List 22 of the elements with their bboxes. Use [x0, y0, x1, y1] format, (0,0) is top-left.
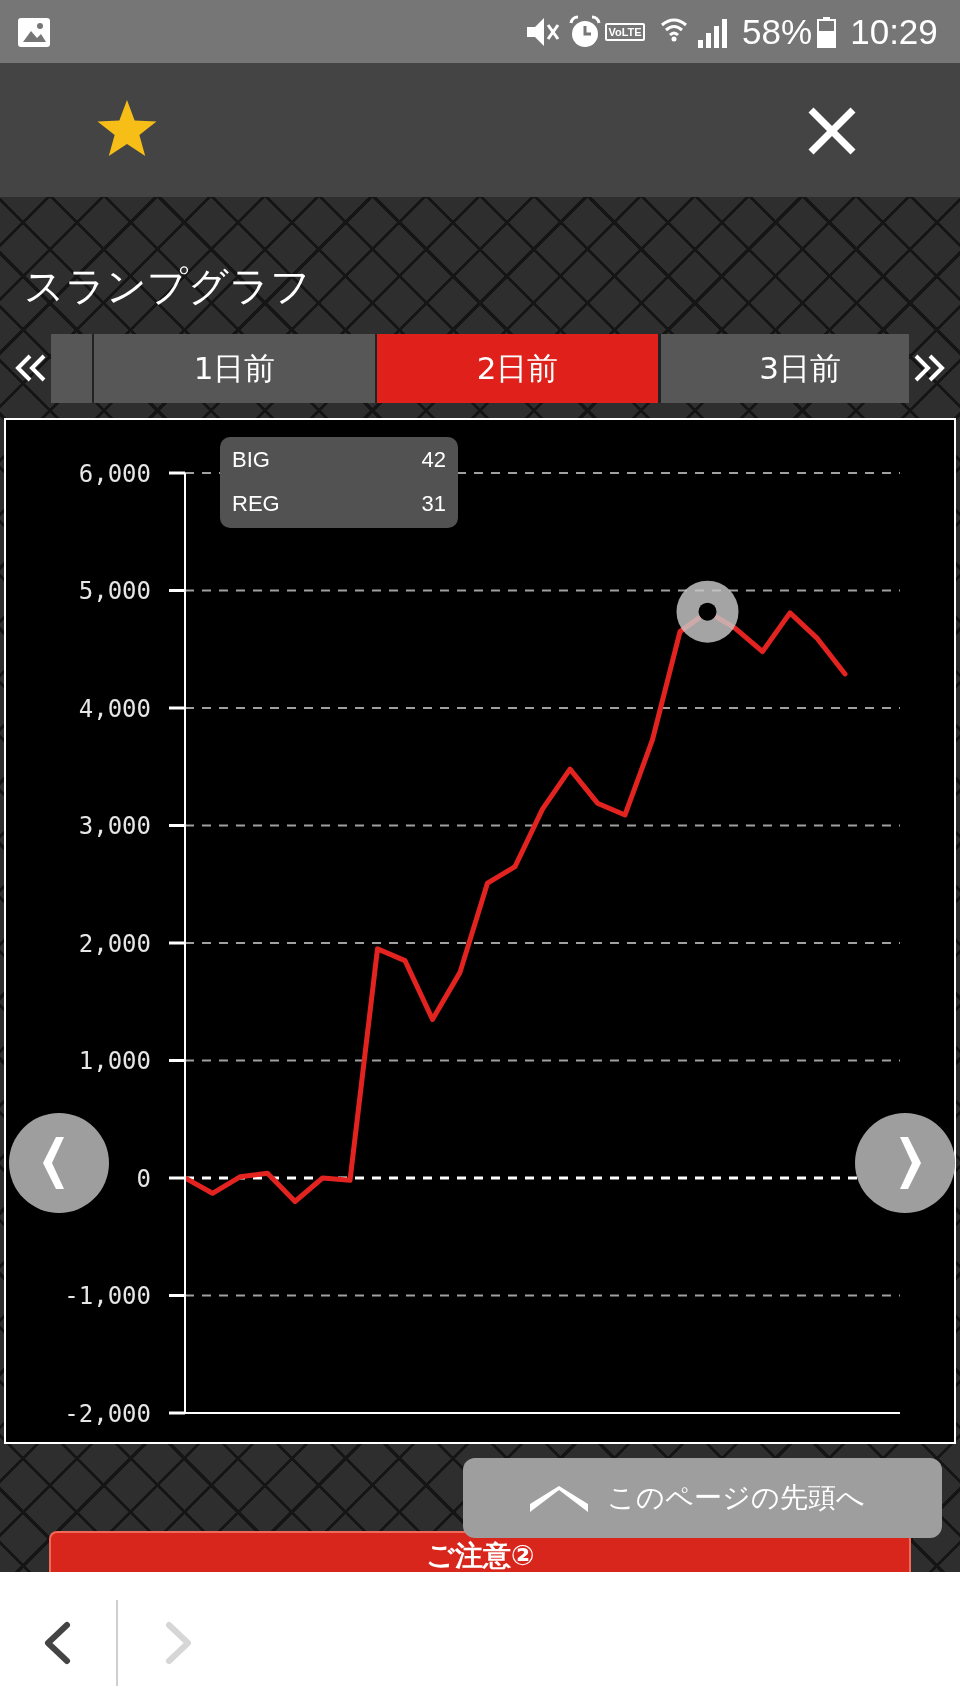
tab: 1日前	[94, 334, 375, 403]
back-to-top-button: このページの先頭へ	[463, 1458, 942, 1538]
tab: 2日前	[377, 334, 658, 403]
y-tick-label: 0	[136, 1164, 151, 1193]
y-tick-label: -1,000	[64, 1282, 151, 1311]
y-tick-label: 3,000	[78, 812, 151, 841]
annotation: REG	[232, 490, 281, 518]
y-tick-label: -2,000	[64, 1399, 151, 1428]
text: VoLTE	[605, 23, 645, 41]
y-tick-label: 2,000	[78, 929, 151, 958]
notice-button: ご注意②	[49, 1531, 911, 1572]
chart-title: スランプグラフ	[24, 262, 312, 311]
text: BIG	[232, 446, 271, 474]
text: 10:29	[849, 11, 939, 53]
tab: 3日前	[661, 334, 909, 403]
text: 42	[420, 446, 446, 474]
y-tick-label: 1,000	[78, 1047, 151, 1076]
annotation: 31	[420, 490, 446, 518]
y-tick-label: 4,000	[78, 694, 151, 723]
text: 58%	[740, 11, 814, 53]
y-tick-label: 5,000	[78, 577, 151, 606]
y-tick-label: 6,000	[78, 459, 151, 488]
